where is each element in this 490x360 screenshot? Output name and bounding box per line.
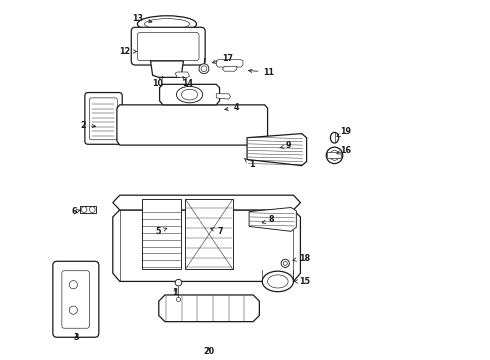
Text: 3: 3 — [74, 333, 79, 342]
Bar — [80, 206, 97, 213]
Polygon shape — [160, 84, 220, 105]
FancyBboxPatch shape — [53, 261, 99, 337]
Text: 15: 15 — [294, 277, 310, 286]
Ellipse shape — [176, 297, 180, 302]
Text: 1: 1 — [244, 158, 255, 169]
Polygon shape — [249, 207, 296, 231]
Text: 9: 9 — [280, 141, 291, 150]
Text: 20: 20 — [203, 347, 215, 356]
Ellipse shape — [281, 259, 289, 267]
Ellipse shape — [81, 207, 87, 212]
Text: 16: 16 — [337, 145, 351, 154]
Bar — [185, 199, 233, 269]
Ellipse shape — [201, 66, 207, 72]
Text: 10: 10 — [152, 76, 164, 88]
Polygon shape — [117, 105, 268, 145]
Bar — [142, 199, 180, 269]
Polygon shape — [216, 94, 231, 99]
Polygon shape — [247, 134, 307, 166]
Ellipse shape — [69, 280, 77, 289]
Bar — [327, 153, 342, 158]
Text: 7: 7 — [211, 227, 222, 236]
Text: 14: 14 — [182, 76, 193, 88]
Text: 6: 6 — [72, 207, 80, 216]
Text: 5: 5 — [155, 227, 167, 236]
Text: 12: 12 — [119, 47, 137, 56]
Ellipse shape — [326, 147, 343, 163]
Polygon shape — [113, 195, 300, 210]
Ellipse shape — [69, 306, 77, 314]
Ellipse shape — [176, 86, 203, 103]
Polygon shape — [113, 210, 300, 282]
Polygon shape — [175, 72, 190, 77]
FancyBboxPatch shape — [89, 98, 117, 140]
FancyBboxPatch shape — [131, 27, 205, 65]
Text: 2: 2 — [80, 121, 96, 130]
FancyBboxPatch shape — [62, 271, 89, 328]
Text: 18: 18 — [293, 253, 310, 262]
Ellipse shape — [283, 261, 287, 265]
Text: 19: 19 — [337, 127, 351, 136]
Polygon shape — [216, 60, 243, 67]
Text: 11: 11 — [248, 68, 274, 77]
Polygon shape — [222, 66, 237, 71]
Text: 13: 13 — [132, 14, 152, 23]
Ellipse shape — [268, 275, 288, 288]
FancyBboxPatch shape — [85, 93, 122, 144]
Ellipse shape — [175, 279, 182, 286]
Text: 4: 4 — [225, 103, 239, 112]
Ellipse shape — [137, 16, 196, 32]
Ellipse shape — [181, 89, 198, 100]
Ellipse shape — [89, 207, 95, 212]
Polygon shape — [159, 295, 259, 321]
Text: 8: 8 — [262, 215, 274, 224]
Ellipse shape — [199, 64, 209, 74]
FancyBboxPatch shape — [137, 33, 199, 60]
Ellipse shape — [145, 19, 190, 29]
Ellipse shape — [330, 132, 339, 143]
Ellipse shape — [330, 150, 340, 160]
Polygon shape — [150, 61, 183, 77]
Ellipse shape — [262, 271, 294, 292]
Text: 1: 1 — [172, 288, 178, 297]
Text: 17: 17 — [212, 54, 233, 63]
